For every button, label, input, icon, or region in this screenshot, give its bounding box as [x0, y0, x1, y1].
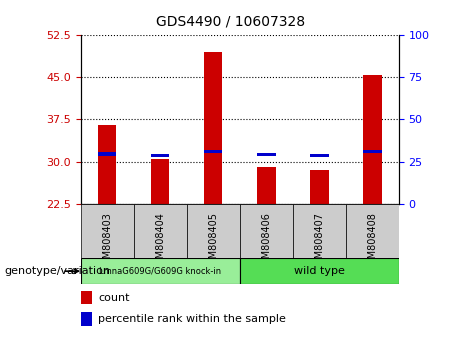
Bar — [346, 204, 399, 258]
Bar — [310, 170, 329, 204]
Bar — [257, 167, 276, 204]
Bar — [81, 291, 92, 304]
Bar — [98, 152, 117, 156]
Text: percentile rank within the sample: percentile rank within the sample — [99, 314, 286, 324]
Bar — [240, 258, 399, 284]
Text: wild type: wild type — [294, 266, 345, 276]
Text: GDS4490 / 10607328: GDS4490 / 10607328 — [156, 14, 305, 28]
Text: GSM808407: GSM808407 — [314, 212, 324, 271]
Text: GSM808403: GSM808403 — [102, 212, 112, 271]
Bar — [257, 153, 276, 156]
Bar — [204, 150, 223, 153]
Bar — [363, 150, 382, 153]
Bar — [134, 204, 187, 258]
Bar — [151, 154, 170, 157]
Bar — [363, 75, 382, 204]
Text: LmnaG609G/G609G knock-in: LmnaG609G/G609G knock-in — [99, 267, 221, 276]
Text: count: count — [99, 293, 130, 303]
Bar — [98, 125, 117, 204]
Text: GSM808408: GSM808408 — [367, 212, 377, 271]
Text: GSM808406: GSM808406 — [261, 212, 271, 271]
Bar — [151, 159, 170, 204]
Bar — [240, 204, 293, 258]
Text: GSM808404: GSM808404 — [155, 212, 165, 271]
Text: genotype/variation: genotype/variation — [5, 266, 111, 276]
Bar — [187, 204, 240, 258]
Bar — [204, 52, 223, 204]
Bar — [81, 312, 92, 326]
Bar — [81, 258, 240, 284]
Text: GSM808405: GSM808405 — [208, 212, 218, 271]
Bar — [310, 154, 329, 157]
Bar — [81, 204, 134, 258]
Bar — [293, 204, 346, 258]
